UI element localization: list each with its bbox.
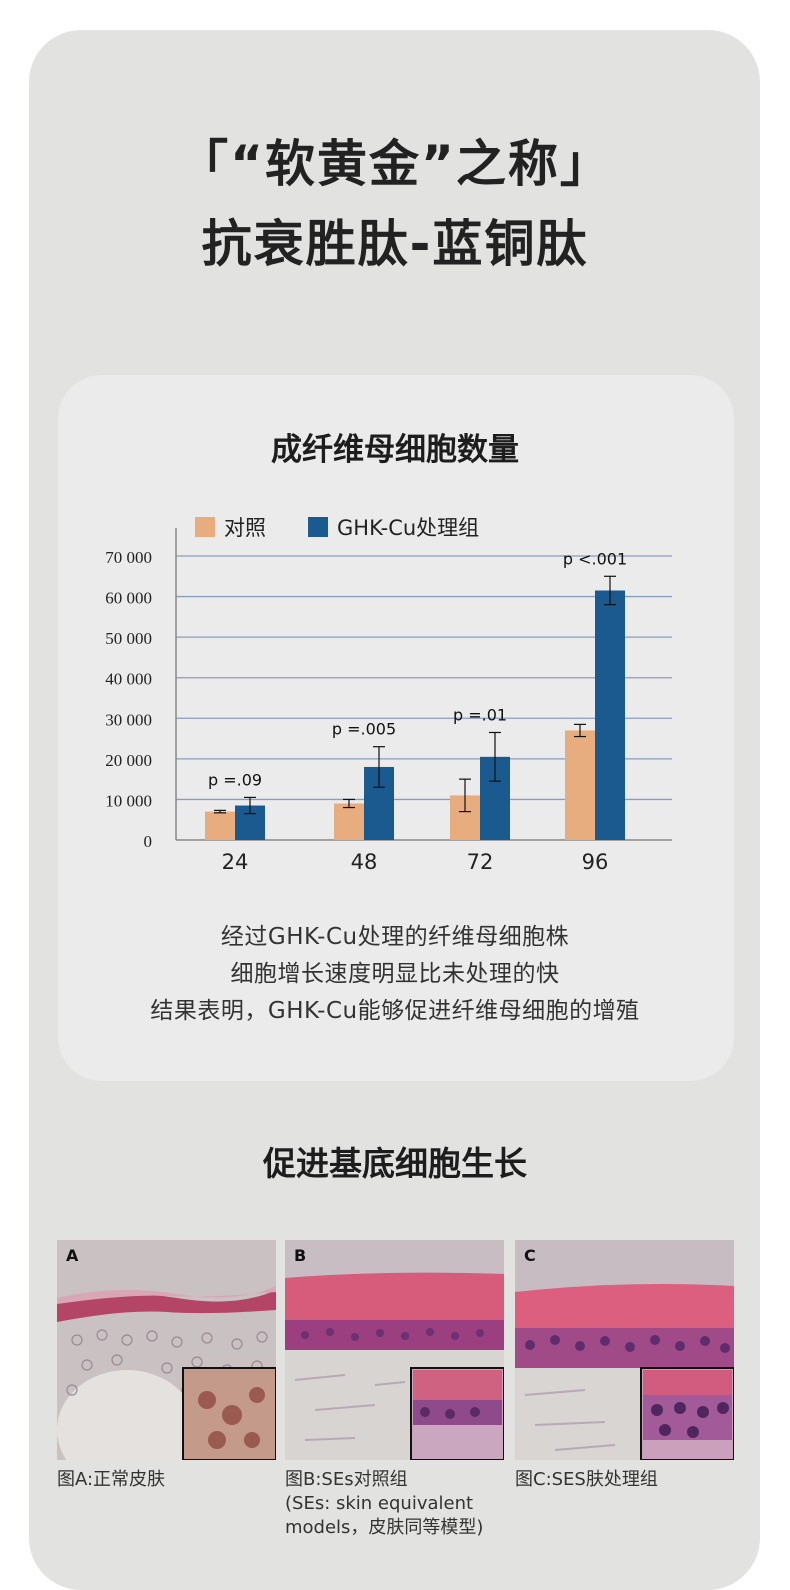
bar-control (205, 811, 235, 840)
caption-c-line: 图C:SES肤处理组 (515, 1469, 658, 1490)
caption-a: 图A:正常皮肤 (57, 1468, 165, 1492)
description-line-3: 结果表明，GHK-Cu能够促进纤维母细胞的增殖 (150, 998, 640, 1024)
micrograph-control-group: B (285, 1240, 504, 1460)
y-tick-label: 0 (144, 832, 153, 851)
micrograph-letter-b: B (294, 1246, 307, 1265)
y-tick-label: 10 000 (105, 791, 152, 810)
caption-b-line-1: 图B:SEs对照组 (285, 1469, 408, 1490)
bar-treatment (595, 590, 625, 840)
legend-label-control: 对照 (224, 516, 266, 540)
p-value-label: p =.01 (453, 705, 507, 724)
y-tick-label: 20 000 (105, 751, 152, 770)
legend-label-treatment: GHK-Cu处理组 (337, 516, 480, 540)
y-tick-label: 70 000 (105, 548, 152, 567)
description-line-2: 细胞增长速度明显比未处理的快 (230, 961, 560, 987)
p-value-label: p =.005 (332, 720, 396, 739)
caption-a-line: 图A:正常皮肤 (57, 1469, 166, 1490)
x-tick-label: 48 (351, 850, 378, 874)
section-title: 促进基底细胞生长 (263, 1144, 527, 1183)
micrograph-letter-a: A (66, 1246, 79, 1265)
legend-treatment: GHK-Cu处理组 (308, 512, 479, 542)
x-tick-label: 96 (582, 850, 609, 874)
description-line-1: 经过GHK-Cu处理的纤维母细胞株 (220, 924, 570, 950)
p-value-label: p =.09 (208, 770, 262, 789)
caption-b: 图B:SEs对照组 (SEs: skin equivalent models，皮… (285, 1468, 483, 1540)
y-tick-label: 40 000 (105, 670, 152, 689)
headline-line-2: 抗衰胜肽-蓝铜肽 (201, 215, 589, 273)
micrograph-letter-c: C (524, 1246, 536, 1265)
legend-control: 对照 (195, 512, 266, 542)
micrograph-normal-skin: A (57, 1240, 276, 1460)
x-tick-label: 24 (222, 850, 249, 874)
y-tick-label: 30 000 (105, 710, 152, 729)
chart-title: 成纤维母细胞数量 (271, 432, 519, 468)
bar-chart: 0 10 000 20 000 30 000 40 000 50 000 60 000 70 … (105, 528, 672, 874)
legend-swatch-treatment (308, 517, 328, 537)
y-tick-label: 60 000 (105, 589, 152, 608)
legend-swatch-control (195, 517, 215, 537)
p-value-label: p <.001 (563, 549, 627, 568)
micrograph-treatment-group: C (515, 1240, 734, 1460)
headline-line-1: 「“软黄金”之称」 (178, 135, 612, 193)
bar-control (565, 730, 595, 840)
y-tick-label: 50 000 (105, 629, 152, 648)
bar-control (334, 803, 364, 840)
caption-b-line-2: (SEs: skin equivalent (285, 1493, 474, 1514)
caption-c: 图C:SES肤处理组 (515, 1468, 658, 1492)
caption-b-line-3: models，皮肤同等模型) (285, 1517, 484, 1538)
x-tick-label: 72 (467, 850, 494, 874)
